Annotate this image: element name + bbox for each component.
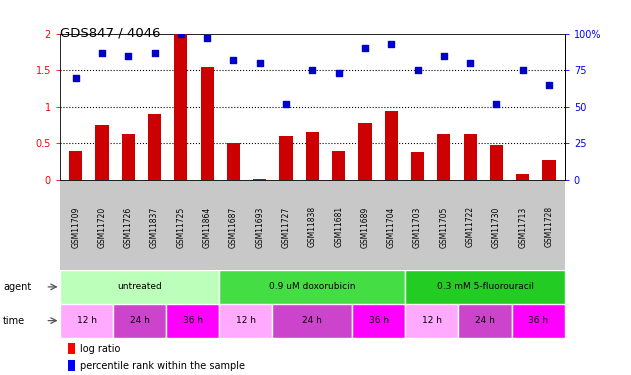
Point [176, 31, 186, 37]
Bar [332, 151, 345, 180]
Text: GSM11681: GSM11681 [334, 206, 343, 248]
Text: GSM11864: GSM11864 [203, 206, 211, 248]
Text: GSM11730: GSM11730 [492, 206, 501, 248]
Point [71, 75, 81, 81]
Bar [405, 304, 459, 338]
Text: GSM11689: GSM11689 [360, 206, 369, 248]
Point [150, 50, 160, 56]
Text: untreated: untreated [117, 282, 162, 291]
Text: 36 h: 36 h [369, 316, 389, 325]
Point [228, 57, 239, 63]
Text: 12 h: 12 h [76, 316, 97, 325]
Text: 36 h: 36 h [183, 316, 203, 325]
Text: 12 h: 12 h [422, 316, 442, 325]
Text: GSM11713: GSM11713 [518, 206, 527, 248]
Bar [227, 144, 240, 180]
Text: GSM11838: GSM11838 [308, 206, 317, 248]
Point [413, 68, 423, 74]
Text: 24 h: 24 h [302, 316, 322, 325]
Bar [220, 304, 273, 338]
Text: 0.3 mM 5-fluorouracil: 0.3 mM 5-fluorouracil [437, 282, 534, 291]
Text: agent: agent [3, 282, 32, 292]
Text: percentile rank within the sample: percentile rank within the sample [80, 361, 245, 370]
Point [123, 53, 133, 59]
Bar [352, 304, 405, 338]
Bar [411, 152, 424, 180]
Text: log ratio: log ratio [80, 344, 121, 354]
Bar [516, 174, 529, 180]
Bar [459, 304, 512, 338]
Text: 12 h: 12 h [236, 316, 256, 325]
Bar [174, 34, 187, 180]
Point [492, 101, 502, 107]
Text: GSM11709: GSM11709 [71, 206, 80, 248]
Bar [280, 136, 293, 180]
Bar [148, 114, 161, 180]
Bar [464, 134, 476, 180]
Point [517, 68, 528, 74]
Text: 0.9 uM doxorubicin: 0.9 uM doxorubicin [269, 282, 356, 291]
Point [281, 101, 291, 107]
Text: GSM11728: GSM11728 [545, 206, 553, 248]
Point [307, 68, 317, 74]
Bar [490, 145, 503, 180]
Text: GSM11705: GSM11705 [439, 206, 448, 248]
Text: GSM11722: GSM11722 [466, 206, 475, 248]
Text: GDS847 / 4046: GDS847 / 4046 [60, 26, 160, 39]
Bar [405, 270, 565, 304]
Bar [273, 304, 352, 338]
Text: time: time [3, 316, 25, 326]
Point [465, 60, 475, 66]
Text: 36 h: 36 h [528, 316, 548, 325]
Text: GSM11703: GSM11703 [413, 206, 422, 248]
Bar [306, 132, 319, 180]
Text: GSM11837: GSM11837 [150, 206, 159, 248]
Point [334, 70, 344, 76]
Bar [95, 125, 109, 180]
Bar [69, 151, 82, 180]
Point [255, 60, 265, 66]
Bar [358, 123, 372, 180]
Bar [68, 360, 74, 371]
Point [544, 82, 554, 88]
Text: GSM11693: GSM11693 [256, 206, 264, 248]
Bar [166, 304, 220, 338]
Bar [68, 343, 74, 354]
Bar [385, 111, 398, 180]
Bar [437, 134, 451, 180]
Bar [122, 134, 135, 180]
Text: GSM11725: GSM11725 [177, 206, 186, 248]
Point [97, 50, 107, 56]
Point [386, 41, 396, 47]
Bar [512, 304, 565, 338]
Bar [253, 178, 266, 180]
Text: GSM11704: GSM11704 [387, 206, 396, 248]
Text: GSM11727: GSM11727 [281, 206, 290, 248]
Bar [220, 270, 405, 304]
Point [202, 35, 212, 41]
Text: GSM11726: GSM11726 [124, 206, 133, 248]
Bar [201, 67, 214, 180]
Text: GSM11720: GSM11720 [98, 206, 107, 248]
Point [360, 45, 370, 51]
Point [439, 53, 449, 59]
Bar [113, 304, 166, 338]
Bar [60, 304, 113, 338]
Text: 24 h: 24 h [130, 316, 150, 325]
Bar [60, 270, 220, 304]
Text: 24 h: 24 h [475, 316, 495, 325]
Text: GSM11687: GSM11687 [229, 206, 238, 248]
Bar [543, 160, 555, 180]
